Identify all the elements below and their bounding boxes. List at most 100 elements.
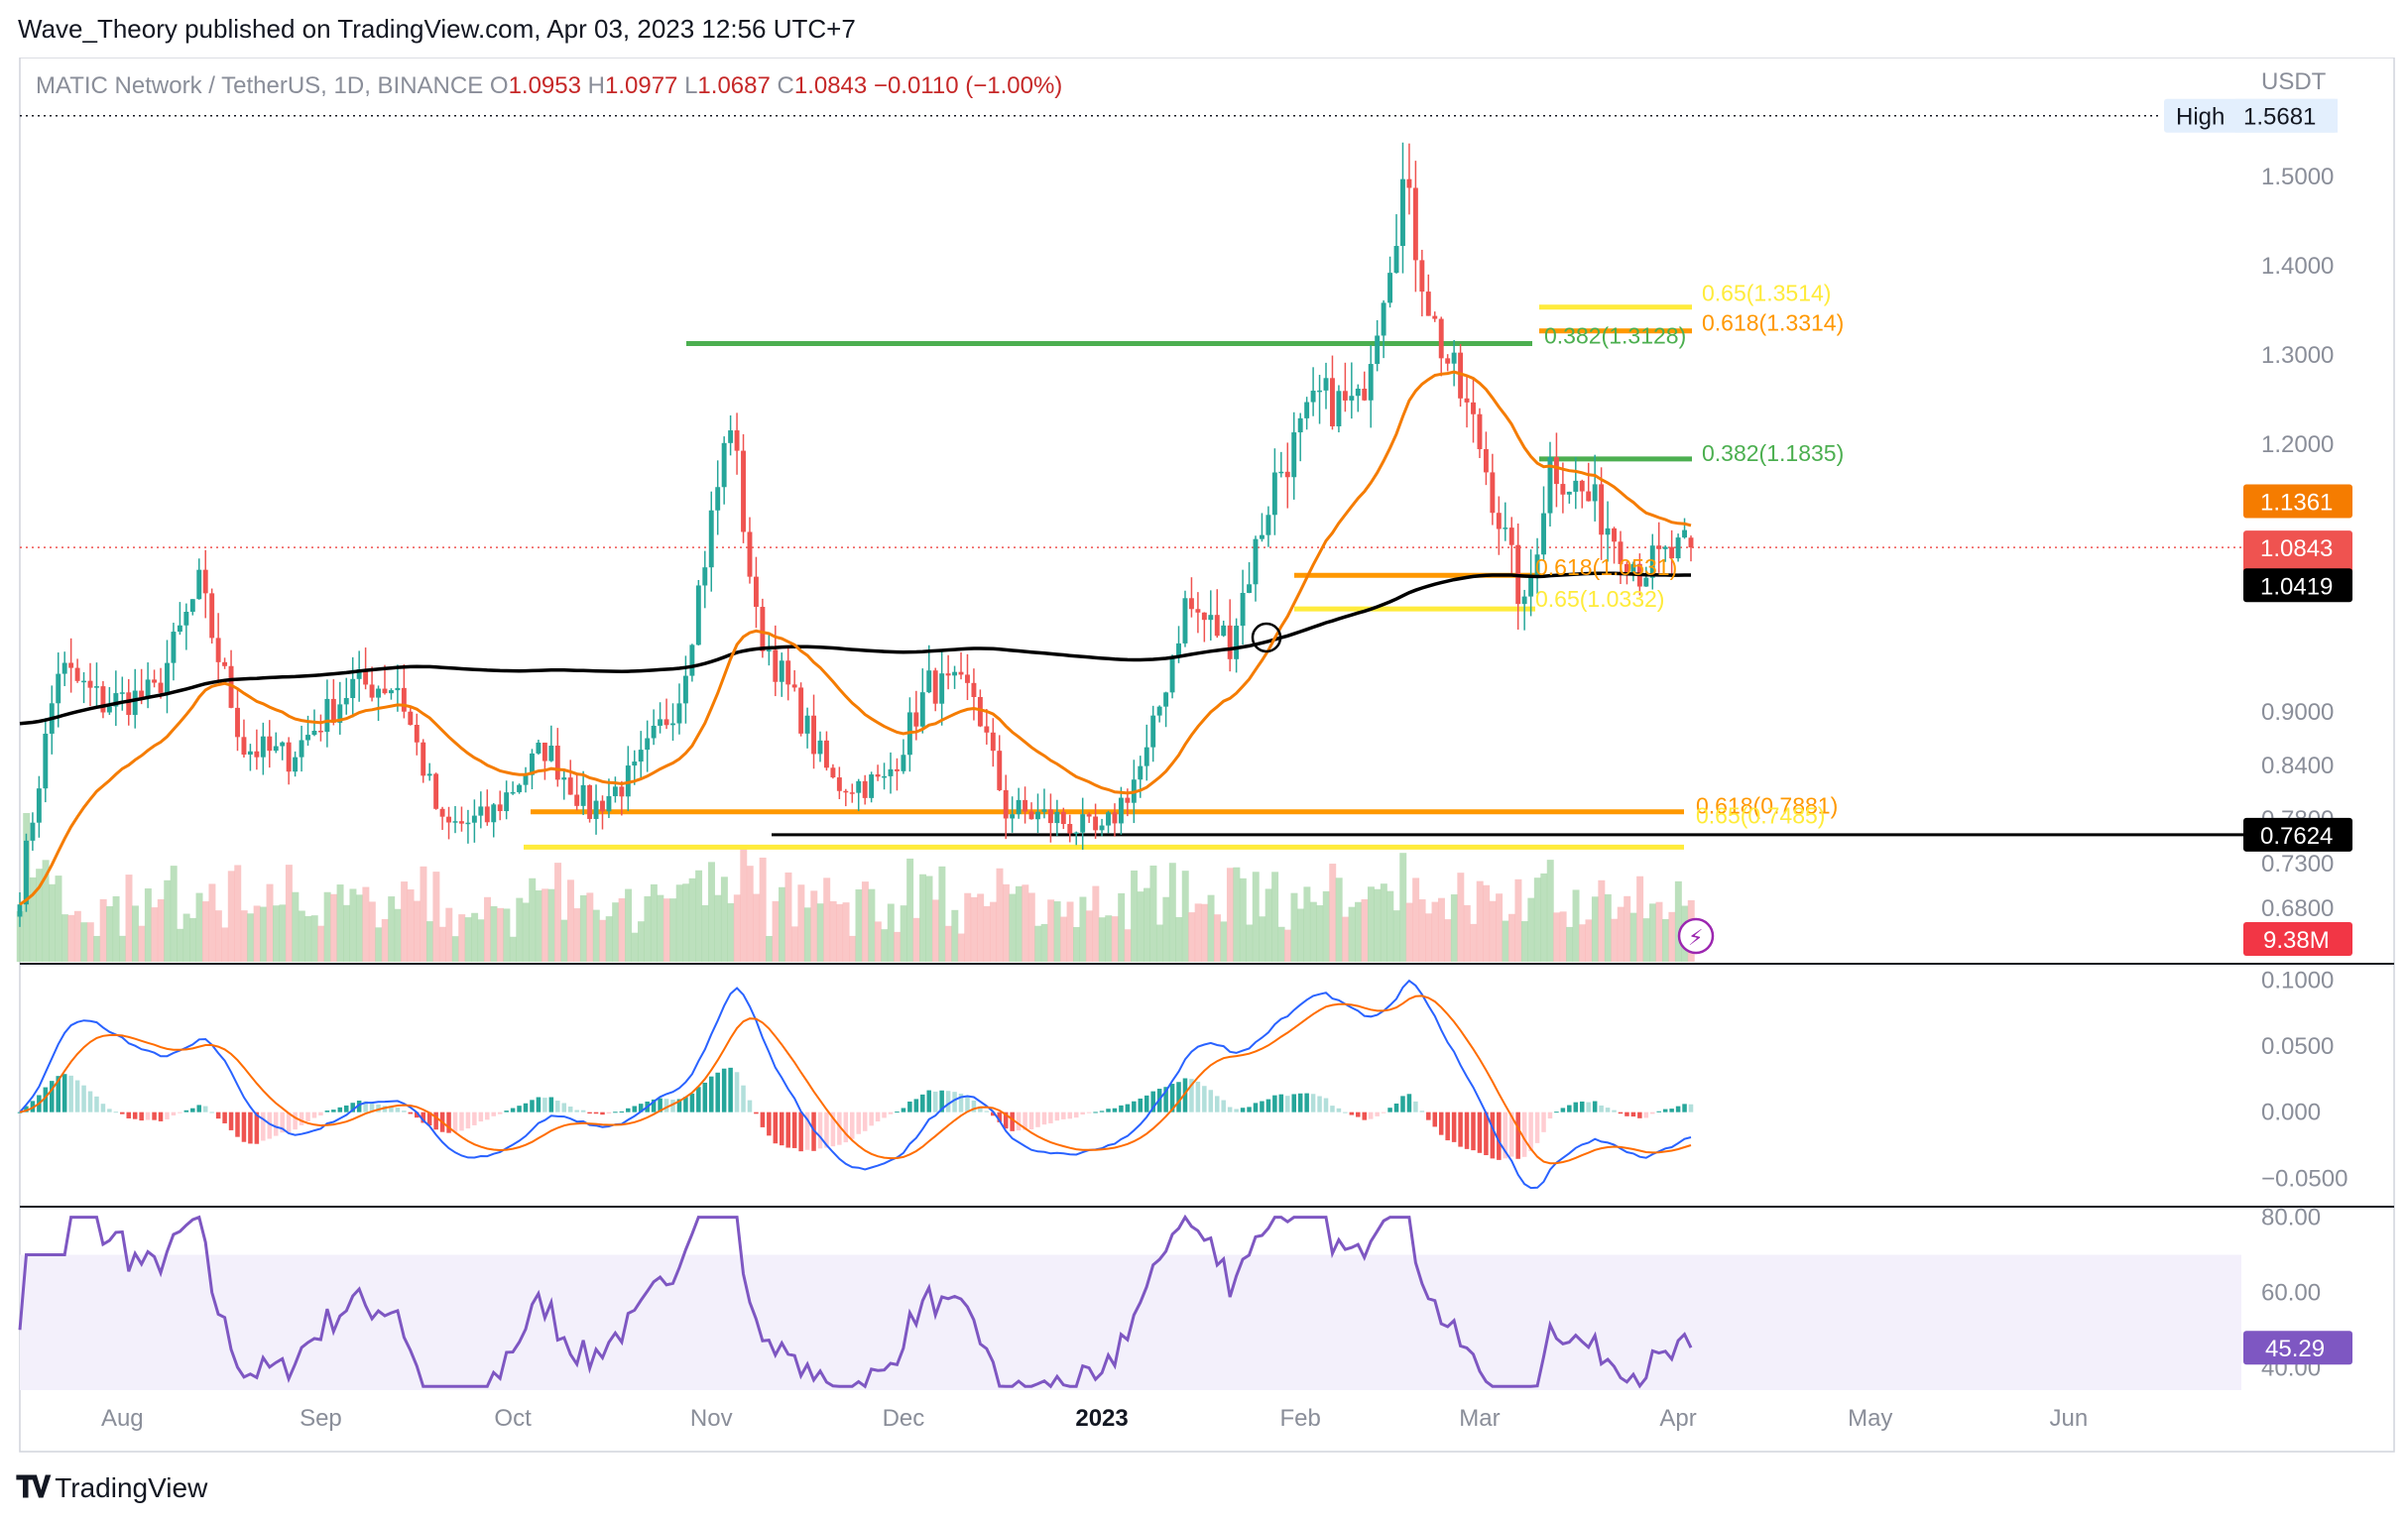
- symbol-part: H: [588, 72, 605, 99]
- macd-histogram-bar: [1387, 1108, 1392, 1112]
- macd-histogram-bar: [1547, 1112, 1553, 1119]
- volume-bar: [1540, 873, 1548, 962]
- symbol-part: 1.0843: [794, 72, 874, 99]
- candle-body: [459, 821, 464, 824]
- macd-histogram-bar: [1221, 1100, 1226, 1112]
- fib-label: 0.382(1.1835): [1702, 440, 1844, 466]
- candle-body: [1662, 546, 1668, 549]
- macd-histogram-bar: [1438, 1112, 1444, 1135]
- macd-histogram-bar: [978, 1106, 983, 1112]
- volume-bar: [151, 907, 159, 962]
- candle-body: [337, 704, 343, 723]
- macd-histogram-bar: [17, 1112, 23, 1113]
- candle-body: [1425, 292, 1431, 316]
- volume-bar: [1655, 901, 1663, 962]
- volume-bar: [1527, 897, 1535, 962]
- volume-bar: [1579, 924, 1586, 962]
- volume-bar: [1214, 914, 1221, 962]
- candle-body: [542, 742, 547, 761]
- volume-bar: [1264, 888, 1272, 962]
- fib-label: 0.65(0.7485): [1696, 802, 1825, 828]
- macd-histogram-bar: [235, 1112, 240, 1137]
- volume-bar: [1047, 899, 1055, 962]
- candle-body: [1176, 643, 1181, 658]
- candle-body: [632, 761, 638, 766]
- tradingview-logo[interactable]: 𝐓𝐕 TradingView: [16, 1471, 207, 1505]
- macd-histogram-bar: [415, 1112, 420, 1118]
- volume-bar: [1092, 885, 1100, 962]
- macd-histogram-bar: [497, 1112, 503, 1114]
- macd-histogram-bar: [1291, 1094, 1296, 1112]
- candle-body: [433, 773, 439, 809]
- macd-histogram-bar: [478, 1112, 484, 1122]
- symbol-part: 1.0687: [697, 72, 777, 99]
- volume-bar: [503, 908, 511, 962]
- volume-bar: [1405, 902, 1413, 962]
- volume-bar: [990, 901, 998, 962]
- macd-histogram-bar: [971, 1100, 977, 1112]
- volume-bar: [425, 921, 433, 962]
- candle-body: [1112, 812, 1118, 824]
- volume-bar: [401, 881, 409, 962]
- tradingview-brand: TradingView: [55, 1472, 208, 1503]
- x-axis-tick: Aug: [101, 1405, 144, 1432]
- volume-bar: [1259, 916, 1266, 962]
- volume-bar: [1508, 913, 1515, 962]
- macd-histogram-bar: [1618, 1112, 1624, 1114]
- macd-tick: 0.0500: [2261, 1033, 2334, 1060]
- candle-body: [593, 800, 599, 819]
- symbol-part: C: [778, 72, 794, 99]
- volume-bar: [919, 874, 927, 962]
- volume-bar: [1271, 872, 1279, 962]
- volume-bar: [438, 926, 446, 962]
- volume-bar: [1131, 870, 1139, 962]
- macd-histogram-bar: [87, 1091, 93, 1112]
- macd-histogram-bar: [254, 1112, 260, 1144]
- volume-bar: [317, 925, 325, 962]
- volume-bar: [273, 905, 280, 962]
- volume-bar: [753, 893, 761, 962]
- volume-bar: [375, 927, 383, 962]
- candle-body: [836, 777, 842, 791]
- volume-bar: [310, 915, 318, 962]
- macd-histogram-bar: [683, 1097, 688, 1112]
- candle-body: [43, 733, 49, 789]
- candle-body: [1099, 825, 1105, 831]
- candle-body: [183, 612, 189, 626]
- macd-histogram-bar: [165, 1112, 170, 1119]
- volume-bar: [362, 886, 370, 962]
- candle-body: [81, 680, 87, 683]
- candle-body: [17, 904, 23, 917]
- macd-histogram-bar: [1035, 1112, 1040, 1127]
- candle-body: [785, 660, 791, 685]
- volume-bar: [727, 902, 735, 962]
- macd-histogram-bar: [1086, 1112, 1092, 1113]
- volume-bar: [618, 897, 626, 962]
- volume-bar: [1105, 915, 1113, 962]
- volume-bar: [1533, 878, 1541, 962]
- macd-histogram-bar: [920, 1094, 925, 1112]
- macd-histogram-bar: [382, 1106, 388, 1112]
- macd-histogram-bar: [369, 1103, 375, 1112]
- candle-body: [1028, 811, 1034, 820]
- candle-body: [523, 774, 529, 785]
- candle-body: [1599, 484, 1605, 535]
- x-axis-tick: Sep: [300, 1405, 342, 1432]
- candle-body: [305, 735, 310, 741]
- volume-bar: [99, 898, 107, 962]
- candle-body: [56, 673, 61, 704]
- macd-histogram-bar: [1643, 1112, 1649, 1118]
- candle-body: [1368, 364, 1374, 401]
- volume-bar: [612, 902, 620, 962]
- candle-body: [74, 667, 80, 681]
- candle-body: [1240, 592, 1246, 627]
- candle-body: [856, 780, 862, 793]
- candle-body: [202, 569, 208, 594]
- candle-body: [158, 682, 164, 693]
- candle-body: [1534, 554, 1540, 576]
- volume-bar: [740, 845, 748, 962]
- volume-bar: [234, 865, 242, 962]
- macd-histogram-bar: [747, 1100, 753, 1112]
- volume-bar: [708, 862, 715, 962]
- volume-bar: [484, 896, 492, 962]
